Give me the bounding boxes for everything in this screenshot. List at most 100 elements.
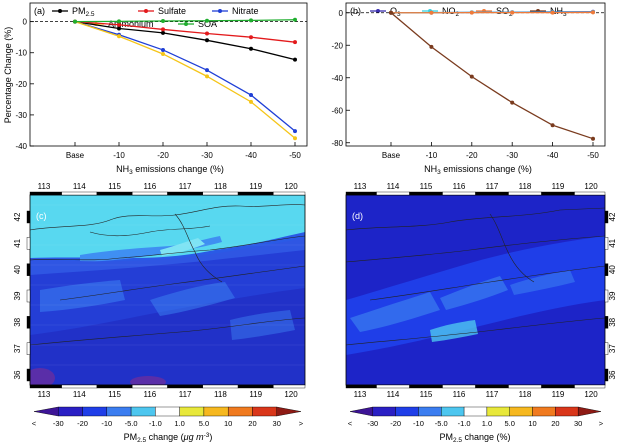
- lon-tick-label: 119: [249, 390, 262, 399]
- legend-swatch-marker: [218, 9, 222, 13]
- data-point-sulfate: [249, 35, 253, 39]
- y-tick-label: -80: [331, 139, 343, 148]
- y-tick-label: -20: [331, 41, 343, 50]
- legend-swatch-marker: [144, 9, 148, 13]
- lon-tick-label: 120: [584, 182, 598, 191]
- data-point-pm25: [249, 47, 253, 51]
- colorbar-segment: [252, 407, 276, 416]
- y-tick-label: -30: [15, 111, 27, 120]
- colorbar-tick-label: -5.0: [435, 419, 448, 428]
- lon-scale-segment: [273, 385, 305, 388]
- colorbar-tick-label: -30: [53, 419, 64, 428]
- colorbar-segment: [277, 407, 301, 416]
- lon-scale-segment: [476, 192, 509, 195]
- data-point-soa: [249, 18, 253, 22]
- legend-label: Sulfate: [158, 6, 186, 16]
- panel-a-y-axis: 0 -10 -20 -30 -40: [15, 18, 34, 151]
- y-tick-label: 0: [23, 18, 28, 27]
- colorbar-segment: [131, 407, 155, 416]
- data-point-nh3: [551, 123, 555, 127]
- panel-b-y-axis: 0-20-40-60-80: [331, 9, 350, 148]
- panel-c-lon-bottom: 113 114 115 116 117 118 119 120: [30, 385, 305, 399]
- lon-scale-segment: [346, 192, 377, 195]
- panel-d-lon-top: 113 114 115 116 117 118 119 120: [346, 182, 605, 195]
- colorbar-tick-label: 5.0: [505, 419, 515, 428]
- colorbar-tick-label: -30: [367, 419, 378, 428]
- x-tick-label: -50: [587, 151, 599, 160]
- lat-tick-label: 40: [13, 265, 22, 274]
- x-tick-label: -40: [547, 151, 559, 160]
- colorbar-segment: [487, 407, 510, 416]
- lon-scale-segment: [168, 192, 203, 195]
- lon-scale-segment: [238, 192, 273, 195]
- lon-tick-label: 119: [552, 390, 565, 399]
- data-point-ammonium: [205, 74, 209, 78]
- lat-tick-label: 39: [608, 291, 617, 300]
- colorbar-segment: [396, 407, 419, 416]
- data-point-soa: [293, 18, 297, 22]
- lon-scale-segment: [97, 192, 132, 195]
- series-line-pm25: [75, 22, 295, 60]
- lat-tick-label: 36: [13, 370, 22, 379]
- panel-c-colorbar-label: PM2.5 change (μg m-3): [124, 432, 213, 444]
- x-tick-label: -20: [466, 151, 478, 160]
- lon-tick-label: 117: [486, 390, 499, 399]
- data-point-pm25: [205, 38, 209, 42]
- lon-tick-label: 119: [552, 182, 565, 191]
- y-tick-label: -10: [15, 49, 27, 58]
- x-tick-label: -30: [201, 151, 213, 160]
- panel-d-colorbar-label: PM2.5 change (%): [439, 432, 510, 444]
- lon-tick-label: 113: [354, 390, 367, 399]
- panel-d-lon-bottom: 113 114 115 116 117 118 119 120: [346, 385, 605, 399]
- colorbar-tick-label: 30: [574, 419, 582, 428]
- lat-tick-label: 38: [608, 317, 617, 326]
- panel-b-line-chart: (b) O3 NO2 SO2 NH3 0 -20 -40 -60 -80 Base -10 -20…: [331, 3, 605, 176]
- lat-tick-label: 42: [608, 212, 617, 221]
- data-point-soa: [205, 19, 209, 23]
- y-tick-label: -20: [15, 80, 27, 89]
- x-tick-label: Base: [382, 151, 401, 160]
- panel-c-field: [25, 195, 305, 388]
- data-point-ammonium: [161, 52, 165, 56]
- lon-scale-segment: [377, 385, 410, 388]
- lon-scale-segment: [62, 385, 97, 388]
- panel-a-tag: (a): [34, 6, 45, 16]
- data-point-sulfate: [205, 31, 209, 35]
- panel-c-tag: (c): [36, 211, 47, 221]
- data-point-nitrate: [161, 48, 165, 52]
- legend-item-sulfate: Sulfate: [138, 6, 186, 16]
- lat-tick-label: 41: [608, 238, 617, 247]
- lat-tick-label: 39: [13, 291, 22, 300]
- lat-scale-segment: [27, 343, 30, 355]
- colorbar-tick-label: -5.0: [125, 419, 138, 428]
- panel-b-tag: (b): [350, 6, 361, 16]
- lon-scale-segment: [238, 385, 273, 388]
- data-point-nh3: [470, 75, 474, 79]
- panel-c-lon-top: 113 114 115 116 117 118 119 120: [30, 182, 305, 195]
- data-point-nh3: [510, 101, 514, 105]
- panel-b-series: [389, 10, 595, 141]
- colorbar-segment: [34, 407, 58, 416]
- colorbar-segment: [350, 407, 373, 416]
- lat-scale-segment: [27, 369, 30, 381]
- lon-scale-segment: [30, 192, 62, 195]
- lon-scale-segment: [410, 192, 443, 195]
- colorbar-tick-label: -10: [413, 419, 424, 428]
- y-tick-label: -40: [15, 142, 27, 151]
- lon-tick-label: 120: [584, 390, 598, 399]
- colorbar-segment: [578, 407, 601, 416]
- panel-b-x-axis: Base -10 -20 -30 -40 -50: [382, 142, 599, 160]
- data-point-soa: [73, 20, 77, 24]
- lat-scale-segment: [27, 290, 30, 302]
- data-point-ammonium: [117, 34, 121, 38]
- colorbar-tick-label: <: [32, 419, 37, 428]
- data-point-so2: [551, 11, 555, 15]
- data-point-nitrate: [249, 93, 253, 97]
- colorbar-tick-label: 30: [273, 419, 281, 428]
- colorbar-segment: [155, 407, 179, 416]
- panel-c-lat-axis: 42 41 40 39 38 37 36: [13, 211, 30, 381]
- lon-scale-segment: [410, 385, 443, 388]
- colorbar-segment: [228, 407, 252, 416]
- lon-tick-label: 117: [179, 390, 192, 399]
- panel-d-colorbar: < -30 -20 -10 -5.0 -1.0 1.0 5.0 10 20 30 >: [348, 407, 604, 428]
